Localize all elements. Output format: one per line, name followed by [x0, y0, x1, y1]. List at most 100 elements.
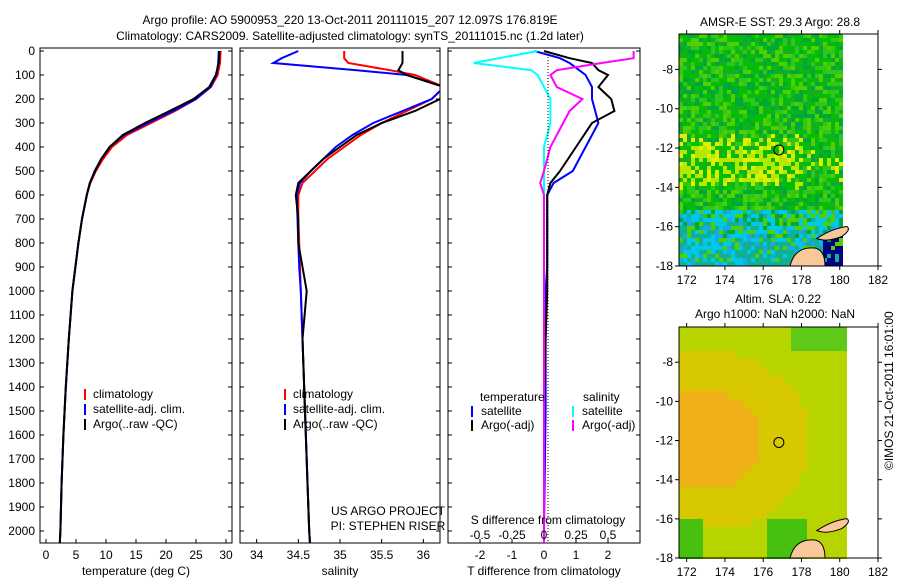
y-tick-label: 1300 — [8, 356, 35, 370]
s-axis-label: S difference from climatology — [471, 513, 626, 527]
sla-map-frame — [678, 326, 879, 559]
sst-map-heatmap — [679, 34, 843, 266]
legend-label: satellite-adj. clim. — [93, 402, 185, 416]
map-subtitle: Argo h1000: NaN h2000: NaN — [695, 307, 855, 321]
x-tick-label: 20 — [159, 548, 173, 562]
y-tick-label: 600 — [15, 188, 35, 202]
legend-label: satellite — [481, 404, 522, 418]
x-tick-label: 25 — [189, 548, 203, 562]
annotation-pi: PI: STEPHEN RISER — [331, 519, 446, 533]
land-shape — [815, 225, 849, 241]
x-tick-label: 36 — [417, 548, 431, 562]
salinity-axes-frame — [239, 47, 441, 544]
sla-map-heatmap — [679, 327, 847, 559]
legend-label: Argo(..raw -QC) — [293, 417, 378, 431]
x-tick-label: 174 — [715, 565, 735, 579]
x-tick-label: 10 — [99, 548, 113, 562]
y-tick-label: 900 — [15, 260, 35, 274]
y-tick-label: -18 — [656, 259, 674, 273]
legend-label: satellite-adj. clim. — [293, 402, 385, 416]
series-line-satellite-adj-clim- — [58, 50, 220, 543]
legend-swatch — [471, 420, 473, 431]
legend-title-temperature: temperature — [480, 390, 545, 404]
legend-swatch — [284, 419, 286, 430]
x-tick-label: 34 — [250, 548, 264, 562]
s-tick-label: -0.25 — [498, 528, 526, 542]
x-tick-label: 15 — [129, 548, 143, 562]
y-tick-label: 100 — [15, 68, 35, 82]
x-tick-label: 172 — [677, 273, 697, 287]
y-tick-label: 1500 — [8, 404, 35, 418]
temperature-axes-frame — [39, 47, 233, 544]
series-line-argo-raw-qc- — [58, 50, 221, 543]
series-line-temperature-argo-adj- — [543, 50, 616, 543]
y-tick-label: -12 — [656, 434, 674, 448]
x-tick-label: 30 — [219, 548, 233, 562]
x-tick-label: 182 — [868, 565, 888, 579]
y-tick-label: 800 — [15, 236, 35, 250]
land-shape — [815, 518, 849, 533]
y-tick-label: 300 — [15, 116, 35, 130]
title-line-1: Argo profile: AO 5900953_220 13-Oct-2011… — [143, 13, 558, 27]
y-tick-label: 1800 — [8, 476, 35, 490]
x-tick-label: 172 — [677, 565, 697, 579]
x-tick-label: 2 — [605, 548, 612, 562]
x-tick-label: 5 — [73, 548, 80, 562]
x-tick-label: 34.5 — [287, 548, 311, 562]
land-shape — [789, 539, 826, 559]
y-tick-label: -16 — [656, 220, 674, 234]
y-tick-label: -14 — [656, 180, 674, 194]
x-axis-label: salinity — [322, 564, 359, 578]
x-tick-label: 0 — [43, 548, 50, 562]
x-tick-label: 1 — [573, 548, 580, 562]
s-tick-label: -0.5 — [470, 528, 491, 542]
legend-swatch — [572, 420, 574, 431]
legend-title-salinity: salinity — [583, 390, 620, 404]
legend-swatch — [471, 406, 473, 417]
y-tick-label: -12 — [656, 141, 674, 155]
float-position-marker — [773, 436, 785, 448]
x-tick-label: 178 — [791, 273, 811, 287]
x-tick-label: -2 — [475, 548, 486, 562]
x-tick-label: 180 — [830, 273, 850, 287]
y-tick-label: 400 — [15, 140, 35, 154]
float-position-marker — [773, 144, 785, 156]
x-tick-label: 35.5 — [370, 548, 394, 562]
x-tick-label: 178 — [791, 565, 811, 579]
x-tick-label: 182 — [868, 273, 888, 287]
legend-swatch — [84, 419, 86, 430]
y-tick-label: 1200 — [8, 332, 35, 346]
y-tick-label: 2000 — [8, 524, 35, 538]
y-tick-label: -10 — [656, 394, 674, 408]
s-tick-label: 0 — [541, 528, 548, 542]
y-tick-label: 1000 — [8, 284, 35, 298]
legend-label: Argo(-adj) — [481, 418, 534, 432]
legend-label: climatology — [93, 387, 153, 401]
annotation-project: US ARGO PROJECT — [331, 504, 446, 518]
series-line-satellite-adj-clim- — [270, 50, 440, 543]
y-tick-label: -10 — [656, 102, 674, 116]
legend-label: satellite — [582, 404, 623, 418]
x-axis-label: T difference from climatology — [467, 564, 621, 578]
legend-swatch — [572, 406, 574, 417]
y-tick-label: 1700 — [8, 452, 35, 466]
series-line-salinity-satellite — [473, 50, 552, 543]
legend-swatch — [284, 404, 286, 415]
credit-text: ©IMOS 21-Oct-2011 16:01:00 — [882, 311, 896, 470]
y-tick-label: -14 — [656, 473, 674, 487]
land-shape — [789, 247, 826, 267]
legend-label: Argo(-adj) — [582, 418, 635, 432]
x-tick-label: 176 — [753, 565, 773, 579]
sst-map-frame — [678, 33, 879, 267]
y-tick-label: 1400 — [8, 380, 35, 394]
y-tick-label: 1100 — [9, 308, 35, 322]
s-tick-label: 0.5 — [600, 528, 617, 542]
y-tick-label: 1600 — [8, 428, 35, 442]
y-tick-label: -18 — [656, 551, 674, 565]
x-tick-label: 174 — [715, 273, 735, 287]
y-tick-label: -8 — [662, 355, 673, 369]
title-line-2: Climatology: CARS2009. Satellite-adjuste… — [116, 29, 584, 43]
series-line-argo-raw-qc- — [294, 51, 440, 543]
s-tick-label: 0.25 — [564, 528, 588, 542]
